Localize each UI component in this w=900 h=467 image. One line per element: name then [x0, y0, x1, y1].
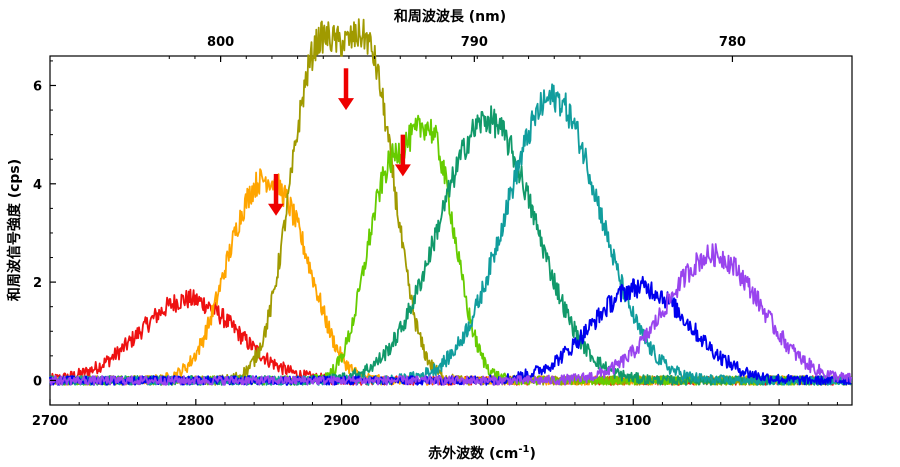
axis-layer: 2700 2800 2900 3000 3100 3200 0 2 4 6 800 790 780 [32, 35, 838, 429]
series-line-5 [49, 105, 853, 386]
series-line-3 [49, 18, 852, 386]
top-tick-label: 800 [207, 35, 234, 50]
annotation-layer [268, 68, 411, 216]
x-axis-title-superscript: -1 [518, 444, 529, 455]
series-line-7 [49, 275, 852, 386]
series-line-4 [49, 114, 852, 386]
y-tick-label: 4 [33, 178, 42, 193]
plot-frame [49, 55, 853, 406]
x-tick-label: 2700 [32, 414, 68, 429]
x-axis-title-main: 赤外波数 (cm [428, 445, 518, 462]
series-layer [49, 18, 853, 386]
top-axis-title: 和周波波長 (nm) [394, 8, 506, 25]
top-tick-label: 790 [461, 35, 488, 50]
series-line-6 [49, 83, 853, 386]
y-tick-label: 0 [33, 374, 42, 389]
x-tick-label: 3100 [615, 414, 651, 429]
peak-arrow-2 [338, 68, 355, 111]
peak-arrow-1 [268, 173, 285, 216]
y-tick-label: 6 [33, 79, 42, 94]
x-tick-label: 3000 [469, 414, 505, 429]
peak-arrow-3 [394, 134, 411, 177]
series-line-8 [49, 243, 853, 386]
x-tick-label: 2800 [178, 414, 214, 429]
x-axis-title-close: ) [529, 446, 535, 462]
x-tick-label: 2900 [324, 414, 360, 429]
series-line-1 [49, 288, 853, 386]
x-tick-label: 3200 [761, 414, 797, 429]
x-axis-title: 赤外波数 (cm-1) [428, 444, 536, 462]
y-tick-label: 2 [33, 276, 42, 291]
y-axis-title: 和周波信号強度 (cps) [6, 159, 23, 301]
top-tick-label: 780 [719, 35, 746, 50]
